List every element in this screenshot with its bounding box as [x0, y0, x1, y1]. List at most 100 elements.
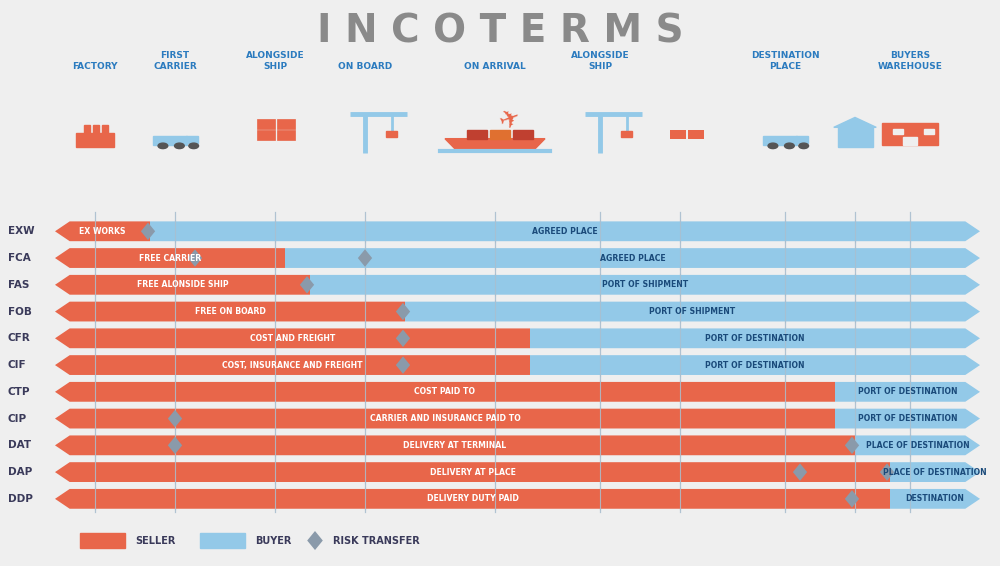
Polygon shape — [55, 435, 855, 455]
Bar — [670, 130, 686, 139]
Bar — [76, 134, 114, 147]
Text: ALONGSIDE
SHIP: ALONGSIDE SHIP — [571, 50, 629, 71]
Text: BUYER: BUYER — [255, 535, 291, 546]
Bar — [257, 119, 275, 129]
Polygon shape — [310, 275, 980, 295]
Text: FOB: FOB — [8, 307, 32, 316]
Polygon shape — [845, 490, 859, 508]
Text: EX WORKS: EX WORKS — [79, 227, 126, 236]
Polygon shape — [55, 489, 890, 509]
Polygon shape — [835, 409, 980, 428]
Text: COST AND FREIGHT: COST AND FREIGHT — [250, 334, 335, 343]
Text: ALONGSIDE
SHIP: ALONGSIDE SHIP — [246, 50, 304, 71]
Text: EXW: EXW — [8, 226, 35, 236]
Bar — [763, 136, 797, 145]
Polygon shape — [530, 328, 980, 348]
Text: PORT OF DESTINATION: PORT OF DESTINATION — [705, 361, 805, 370]
Circle shape — [768, 143, 778, 149]
Bar — [153, 136, 187, 145]
Text: ON BOARD: ON BOARD — [338, 62, 392, 71]
Bar — [102, 125, 108, 134]
Bar — [796, 136, 808, 143]
Text: FREE ON BOARD: FREE ON BOARD — [195, 307, 265, 316]
Polygon shape — [845, 436, 859, 454]
Text: CIF: CIF — [8, 360, 27, 370]
Bar — [186, 136, 198, 143]
Circle shape — [175, 143, 184, 149]
Text: COST PAID TO: COST PAID TO — [415, 387, 476, 396]
Text: DESTINATION
PLACE: DESTINATION PLACE — [751, 50, 819, 71]
Text: PLACE OF DESTINATION: PLACE OF DESTINATION — [866, 441, 969, 450]
Polygon shape — [405, 302, 980, 321]
Text: PORT OF SHIPMENT: PORT OF SHIPMENT — [602, 280, 688, 289]
Text: DDP: DDP — [8, 494, 33, 504]
Text: FREE ALONSIDE SHIP: FREE ALONSIDE SHIP — [137, 280, 228, 289]
Polygon shape — [55, 221, 150, 241]
Text: PORT OF DESTINATION: PORT OF DESTINATION — [858, 414, 957, 423]
Polygon shape — [55, 328, 530, 348]
Text: DESTINATION: DESTINATION — [906, 494, 964, 503]
Text: FACTORY: FACTORY — [72, 62, 118, 71]
Polygon shape — [855, 435, 980, 455]
Bar — [84, 125, 90, 134]
Bar — [93, 125, 99, 134]
Bar — [621, 131, 632, 137]
Text: AGREED PLACE: AGREED PLACE — [532, 227, 598, 236]
Bar — [200, 533, 245, 548]
Polygon shape — [141, 222, 155, 240]
Text: CFR: CFR — [8, 333, 31, 344]
Bar — [80, 533, 125, 548]
Text: RISK TRANSFER: RISK TRANSFER — [333, 535, 420, 546]
Text: CTP: CTP — [8, 387, 30, 397]
Bar — [882, 123, 938, 145]
Text: AGREED PLACE: AGREED PLACE — [600, 254, 665, 263]
Polygon shape — [188, 250, 202, 267]
Bar — [257, 130, 275, 140]
Text: BUYERS
WAREHOUSE: BUYERS WAREHOUSE — [878, 50, 942, 71]
Text: SELLER: SELLER — [135, 535, 175, 546]
Text: PORT OF DESTINATION: PORT OF DESTINATION — [705, 334, 805, 343]
Bar — [512, 130, 532, 139]
Polygon shape — [890, 489, 980, 509]
Text: DELIVERY AT TERMINAL: DELIVERY AT TERMINAL — [403, 441, 507, 450]
Text: FAS: FAS — [8, 280, 29, 290]
Polygon shape — [835, 382, 980, 402]
Text: FIRST
CARRIER: FIRST CARRIER — [153, 50, 197, 71]
Bar — [838, 127, 872, 147]
Text: FCA: FCA — [8, 253, 31, 263]
Text: I N C O T E R M S: I N C O T E R M S — [317, 12, 683, 50]
Polygon shape — [890, 462, 980, 482]
Circle shape — [785, 143, 794, 149]
Polygon shape — [396, 329, 410, 347]
Polygon shape — [880, 464, 894, 481]
Polygon shape — [834, 118, 876, 127]
Text: PORT OF DESTINATION: PORT OF DESTINATION — [858, 387, 957, 396]
Polygon shape — [396, 357, 410, 374]
Text: DAP: DAP — [8, 467, 32, 477]
Text: CIP: CIP — [8, 414, 27, 423]
Bar — [490, 130, 510, 139]
Text: ✈: ✈ — [496, 105, 524, 135]
Polygon shape — [445, 139, 545, 151]
Polygon shape — [55, 409, 835, 428]
Polygon shape — [55, 355, 530, 375]
Text: COST, INSURANCE AND FREIGHT: COST, INSURANCE AND FREIGHT — [222, 361, 363, 370]
Polygon shape — [396, 303, 410, 320]
Bar — [467, 130, 487, 139]
Polygon shape — [285, 248, 980, 268]
Polygon shape — [55, 248, 285, 268]
Circle shape — [189, 143, 199, 149]
Bar — [386, 131, 397, 137]
Text: FREE CARRIER: FREE CARRIER — [139, 254, 201, 263]
Circle shape — [158, 143, 168, 149]
Bar — [903, 138, 917, 145]
Polygon shape — [55, 382, 835, 402]
Circle shape — [799, 143, 809, 149]
Bar — [924, 128, 934, 134]
Polygon shape — [55, 462, 890, 482]
Polygon shape — [55, 302, 405, 321]
Text: PORT OF SHIPMENT: PORT OF SHIPMENT — [649, 307, 736, 316]
Bar — [277, 130, 295, 140]
Polygon shape — [530, 355, 980, 375]
Polygon shape — [307, 531, 323, 550]
